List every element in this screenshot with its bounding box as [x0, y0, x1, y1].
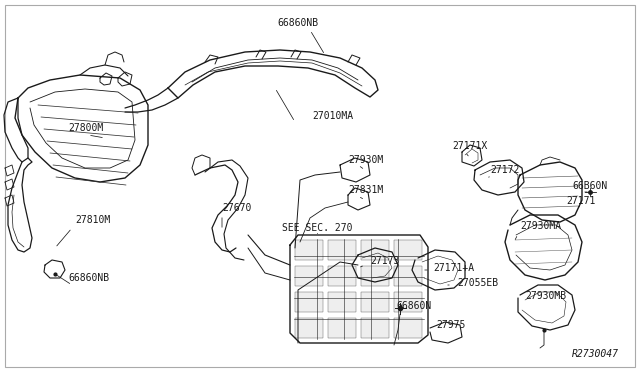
Text: R2730047: R2730047: [572, 349, 619, 359]
Text: 27172: 27172: [490, 165, 520, 175]
Text: 27171+A: 27171+A: [433, 263, 474, 273]
FancyBboxPatch shape: [361, 292, 389, 312]
FancyBboxPatch shape: [295, 292, 323, 312]
FancyBboxPatch shape: [361, 240, 389, 260]
Text: 66B60N: 66B60N: [572, 181, 607, 191]
Text: 27055EB: 27055EB: [457, 278, 498, 288]
Text: 27171X: 27171X: [452, 141, 487, 151]
Text: 66860NB: 66860NB: [277, 18, 319, 28]
FancyBboxPatch shape: [328, 318, 356, 338]
FancyBboxPatch shape: [394, 292, 422, 312]
Text: 27930MA: 27930MA: [520, 221, 561, 231]
Text: 27831M: 27831M: [348, 185, 383, 195]
FancyBboxPatch shape: [394, 266, 422, 286]
FancyBboxPatch shape: [328, 240, 356, 260]
FancyBboxPatch shape: [295, 240, 323, 260]
FancyBboxPatch shape: [295, 266, 323, 286]
FancyBboxPatch shape: [328, 266, 356, 286]
FancyBboxPatch shape: [361, 266, 389, 286]
Text: 27800M: 27800M: [68, 123, 103, 133]
Text: 27930M: 27930M: [348, 155, 383, 165]
Text: 27975: 27975: [436, 320, 465, 330]
FancyBboxPatch shape: [361, 318, 389, 338]
Text: 27810M: 27810M: [75, 215, 110, 225]
Text: 66860N: 66860N: [396, 301, 431, 311]
FancyBboxPatch shape: [328, 292, 356, 312]
Text: 27930MB: 27930MB: [525, 291, 566, 301]
Text: 27171: 27171: [566, 196, 595, 206]
FancyBboxPatch shape: [295, 318, 323, 338]
FancyBboxPatch shape: [394, 240, 422, 260]
FancyBboxPatch shape: [394, 318, 422, 338]
Text: 27173: 27173: [370, 256, 399, 266]
Text: 27670: 27670: [222, 203, 252, 213]
Text: 27010MA: 27010MA: [312, 111, 353, 121]
Text: 66860NB: 66860NB: [68, 273, 109, 283]
Text: SEE SEC. 270: SEE SEC. 270: [282, 223, 353, 233]
